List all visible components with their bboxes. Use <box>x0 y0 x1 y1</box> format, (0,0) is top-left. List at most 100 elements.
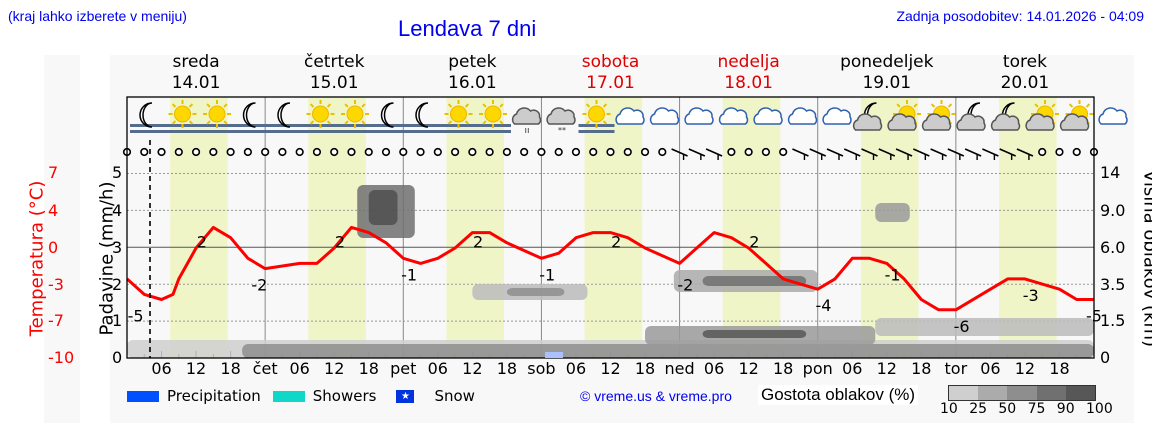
day-header: sobota 17.01 <box>551 52 671 94</box>
temperature-value-label: -1 <box>401 265 417 284</box>
hour-tick: 06 <box>289 359 310 378</box>
daylight-bands <box>170 97 1057 358</box>
density-tick: 90 <box>1056 401 1075 417</box>
wind-barb-icon <box>982 148 999 157</box>
day-date: 18.01 <box>724 73 773 93</box>
precipitation-swatch <box>127 390 159 402</box>
calm-wind-icon <box>589 147 598 157</box>
cloud-density-scale <box>948 385 1096 401</box>
precip-tick: 2 <box>112 275 123 294</box>
sun-cloud-icon <box>1059 100 1094 131</box>
wind-barb-icon <box>878 148 896 157</box>
cloud-icon <box>753 107 783 125</box>
calm-wind-icon <box>278 147 287 157</box>
wind-barb-icon <box>861 148 878 157</box>
last-updated: Zadnja posodobitev: 14.01.2026 - 04:09 <box>896 8 1144 24</box>
day-date: 14.01 <box>171 73 221 93</box>
calm-wind-icon <box>554 147 563 157</box>
calm-wind-icon <box>450 147 460 157</box>
hour-tick: tor <box>944 359 968 378</box>
daylight-band <box>446 97 505 358</box>
calm-wind-icon <box>364 147 373 157</box>
hour-tick: 06 <box>703 359 725 378</box>
copyright-link[interactable]: © vreme.us & vreme.pro <box>580 388 732 404</box>
calm-wind-icon <box>502 147 511 157</box>
sun-fog-icon <box>337 100 373 133</box>
temperature-tick: -3 <box>48 275 64 294</box>
cloud-icon <box>1098 107 1128 125</box>
precip-tick: 3 <box>112 238 123 257</box>
calm-wind-icon <box>1038 147 1047 157</box>
cloud-height-tick: 0 <box>1100 348 1111 367</box>
hour-tick: 06 <box>842 359 863 378</box>
day-name: torek <box>1002 52 1047 72</box>
calm-wind-icon <box>1055 147 1064 157</box>
hour-tick: pon <box>802 359 833 378</box>
temperature-tick: -7 <box>48 311 64 330</box>
temperature-value-label: 2 <box>335 232 345 251</box>
cloud-density-area <box>702 330 807 338</box>
cloud-height-tick: 1.5 <box>1100 311 1126 330</box>
temperature-value-label: -1 <box>539 265 555 284</box>
hour-tick: 18 <box>358 359 379 378</box>
day-date: 17.01 <box>586 73 635 93</box>
moon-fog-icon <box>406 102 442 133</box>
calm-wind-icon <box>433 147 442 157</box>
temperature-value-label: -3 <box>1023 286 1039 305</box>
wind-barb-icon <box>809 148 827 157</box>
day-header: ponedeljek 19.01 <box>827 52 947 94</box>
calm-wind-icon <box>640 147 650 157</box>
calm-wind-icon <box>623 147 632 157</box>
calm-wind-icon <box>226 147 235 157</box>
moon-cloud-icon <box>956 102 986 131</box>
daylight-band <box>860 97 919 358</box>
daylight-band <box>722 97 781 358</box>
day-header: torek 20.01 <box>965 52 1085 94</box>
temperature-value-label: -4 <box>815 296 831 315</box>
sun-fog-icon <box>440 100 477 133</box>
day-name: petek <box>448 52 497 72</box>
wind-barb-icon <box>705 148 723 157</box>
calm-wind-icon <box>243 147 252 157</box>
precip-tick: 1 <box>112 311 123 330</box>
showers-swatch <box>272 390 305 402</box>
day-header: nedelja 18.01 <box>689 52 809 94</box>
sun-cloud-icon <box>887 100 921 131</box>
density-tick: 75 <box>1027 401 1046 417</box>
temperature-line <box>125 225 1094 312</box>
day-name: četrtek <box>303 52 365 72</box>
temperature-value-label: -1 <box>885 265 901 284</box>
cloud-icon <box>615 107 645 125</box>
daylight-band <box>999 97 1057 358</box>
calm-wind-icon <box>485 147 494 157</box>
sun-fog-icon <box>164 100 201 133</box>
hour-tick: 12 <box>600 359 621 378</box>
sun-cloud-icon <box>921 100 956 131</box>
calm-wind-icon <box>209 147 218 157</box>
svg-text:**: ** <box>558 126 566 135</box>
temperature-tick: -10 <box>48 348 75 367</box>
hour-tick: 18 <box>1049 359 1070 378</box>
sun-cloud-icon <box>1025 100 1059 131</box>
cloud-rain-icon: ıı <box>511 107 542 136</box>
day-name: sobota <box>581 52 640 72</box>
legend-precipitation: Precipitation <box>167 387 261 405</box>
plot-frame <box>126 96 1095 359</box>
legend-snow: Snow <box>434 387 475 405</box>
moon-cloud-icon <box>990 102 1021 131</box>
hour-tick: 18 <box>911 359 932 378</box>
density-tick: 10 <box>940 401 958 417</box>
cloud-height-tick: 9.0 <box>1100 201 1126 220</box>
wind-barb-icon <box>895 148 913 157</box>
hour-tick: 12 <box>324 359 345 378</box>
page-title: Lendava 7 dni <box>398 16 537 41</box>
region-hint-link[interactable]: (kraj lahko izberete v meniju) <box>8 8 187 24</box>
wind-barb-icon <box>964 148 982 157</box>
temperature-value-label: 2 <box>611 232 621 251</box>
calm-wind-icon <box>347 147 356 157</box>
hour-tick: pet <box>390 359 417 378</box>
calm-wind-icon <box>761 147 771 157</box>
temperature-value-label: 2 <box>197 232 207 251</box>
cloud-icon <box>822 107 852 125</box>
cloud-icon <box>684 107 714 125</box>
